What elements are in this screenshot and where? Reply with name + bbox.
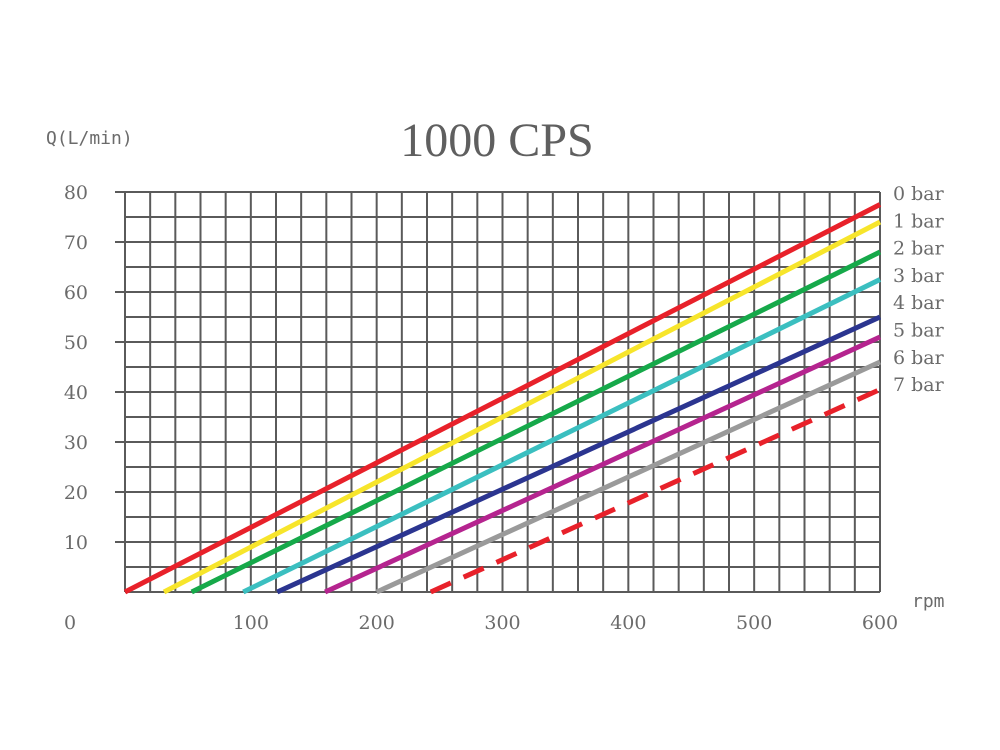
y-tick-label: 20: [64, 482, 88, 504]
series-line-6: [375, 359, 882, 595]
y-tick-label: 40: [64, 382, 88, 404]
y-tick-label: 80: [64, 182, 88, 204]
legend-entry-3: 3 bar: [893, 265, 945, 287]
origin-label: 0: [64, 612, 76, 634]
x-tick-label: 100: [233, 612, 269, 634]
series-line-7: [429, 387, 882, 595]
series-line-4: [276, 314, 882, 595]
series-line-0: [123, 202, 882, 595]
y-tick-label: 70: [64, 232, 88, 254]
legend-entry-6: 6 bar: [893, 347, 945, 369]
series-line-2: [190, 249, 882, 595]
x-axis-label: rpm: [912, 591, 945, 612]
chart-title: 1000 CPS: [400, 114, 593, 167]
x-tick-label: 300: [484, 612, 520, 634]
legend-entry-1: 1 bar: [893, 210, 945, 232]
series-line-3: [242, 277, 882, 595]
y-tick-label: 30: [64, 432, 88, 454]
y-tick-label: 50: [64, 332, 88, 354]
legend-entry-5: 5 bar: [893, 320, 945, 342]
series-lines: [123, 202, 882, 595]
x-tick-label: 500: [736, 612, 772, 634]
y-tick-labels: 10 20 30 40 50 60 70 80: [64, 182, 88, 554]
legend-entry-0: 0 bar: [893, 183, 945, 205]
y-axis-label: Q(L/min): [46, 128, 133, 149]
legend-entry-4: 4 bar: [893, 292, 945, 314]
legend: 0 bar 1 bar 2 bar 3 bar 4 bar 5 bar 6 bar 7 bar: [893, 183, 945, 396]
x-tick-labels: 100 200 300 400 500 600: [233, 612, 898, 634]
x-tick-label: 200: [359, 612, 395, 634]
series-line-1: [162, 219, 882, 595]
y-tick-label: 10: [64, 532, 88, 554]
x-tick-label: 400: [610, 612, 646, 634]
series-line-5: [324, 334, 882, 595]
legend-entry-2: 2 bar: [893, 238, 945, 260]
y-tick-label: 60: [64, 282, 88, 304]
x-tick-label: 600: [862, 612, 898, 634]
legend-entry-7: 7 bar: [893, 374, 945, 396]
